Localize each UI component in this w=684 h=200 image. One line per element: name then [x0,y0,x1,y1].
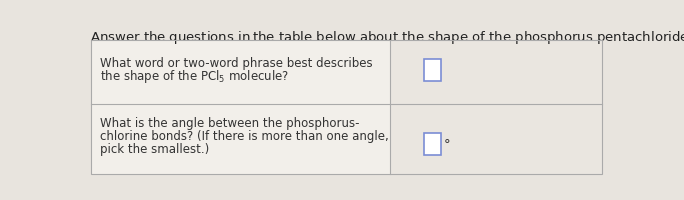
Text: Answer the questions in the table below about the shape of the phosphorus pentac: Answer the questions in the table below … [90,29,684,46]
Bar [424,59,441,81]
Text: pick the smallest.): pick the smallest.) [101,143,209,156]
Text: What is the angle between the phosphorus-: What is the angle between the phosphorus… [101,117,360,130]
Text: °: ° [443,138,450,151]
Text: the shape of the $\mathrm{PCl_5}$ molecule?: the shape of the $\mathrm{PCl_5}$ molecu… [101,68,289,85]
Text: What word or two-word phrase best describes: What word or two-word phrase best descri… [101,57,373,70]
Bar [91,40,603,174]
Bar [424,133,441,155]
Bar [391,40,603,174]
Bar [91,40,391,174]
Text: chlorine bonds? (If there is more than one angle,: chlorine bonds? (If there is more than o… [101,130,389,143]
